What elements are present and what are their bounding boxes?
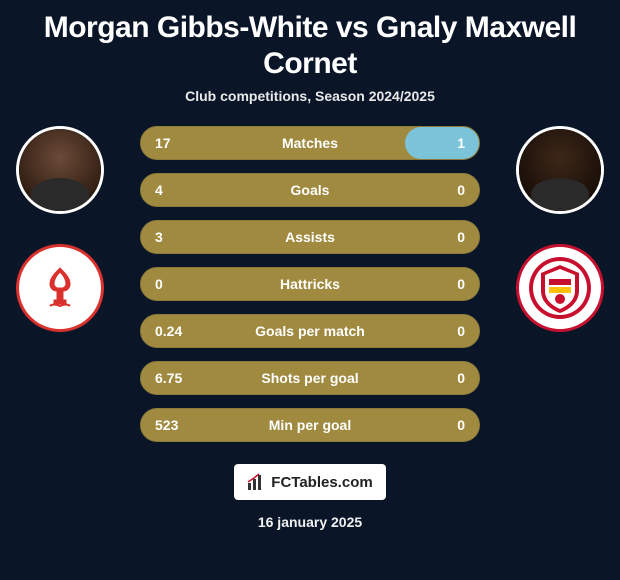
left-player-avatar <box>16 126 104 214</box>
stat-value-right: 0 <box>457 417 465 433</box>
stat-value-right: 0 <box>457 182 465 198</box>
stat-label: Goals <box>291 182 330 198</box>
brand-label: FCTables.com <box>271 474 372 491</box>
brand-badge: FCTables.com <box>234 464 386 500</box>
stat-value-right: 0 <box>457 229 465 245</box>
stat-label: Min per goal <box>269 417 351 433</box>
stat-row: 0 Hattricks 0 <box>140 267 480 301</box>
stat-row: 523 Min per goal 0 <box>140 408 480 442</box>
forest-tree-icon <box>36 264 84 312</box>
stat-value-right: 0 <box>457 323 465 339</box>
stat-value-left: 3 <box>155 229 163 245</box>
stat-row: 0.24 Goals per match 0 <box>140 314 480 348</box>
stat-row: 6.75 Shots per goal 0 <box>140 361 480 395</box>
stat-row: 4 Goals 0 <box>140 173 480 207</box>
bar-fill-right <box>405 127 479 159</box>
right-player-column <box>510 126 610 332</box>
left-player-column <box>10 126 110 332</box>
stat-row: 3 Assists 0 <box>140 220 480 254</box>
stat-label: Assists <box>285 229 335 245</box>
stat-label: Matches <box>282 135 338 151</box>
bar-chart-icon <box>247 473 265 491</box>
season-subtitle: Club competitions, Season 2024/2025 <box>0 88 620 104</box>
stat-value-right: 0 <box>457 276 465 292</box>
stat-row: 17 Matches 1 <box>140 126 480 160</box>
left-club-badge <box>16 244 104 332</box>
right-player-avatar <box>516 126 604 214</box>
stat-value-right: 0 <box>457 370 465 386</box>
stat-label: Hattricks <box>280 276 340 292</box>
right-club-badge <box>516 244 604 332</box>
stat-value-left: 0 <box>155 276 163 292</box>
stat-value-left: 6.75 <box>155 370 182 386</box>
comparison-content: 17Matches14Goals03Assists00Hattricks00.2… <box>0 126 620 442</box>
stat-label: Goals per match <box>255 323 365 339</box>
stat-bars: 17Matches14Goals03Assists00Hattricks00.2… <box>140 126 480 442</box>
stat-value-left: 17 <box>155 135 171 151</box>
southampton-crest-icon <box>527 255 593 321</box>
bar-fill-left <box>141 127 405 159</box>
page-title: Morgan Gibbs-White vs Gnaly Maxwell Corn… <box>0 0 620 88</box>
stat-value-left: 0.24 <box>155 323 182 339</box>
footer-date: 16 january 2025 <box>0 514 620 530</box>
stat-value-right: 1 <box>457 135 465 151</box>
stat-value-left: 4 <box>155 182 163 198</box>
stat-value-left: 523 <box>155 417 178 433</box>
stat-label: Shots per goal <box>261 370 358 386</box>
